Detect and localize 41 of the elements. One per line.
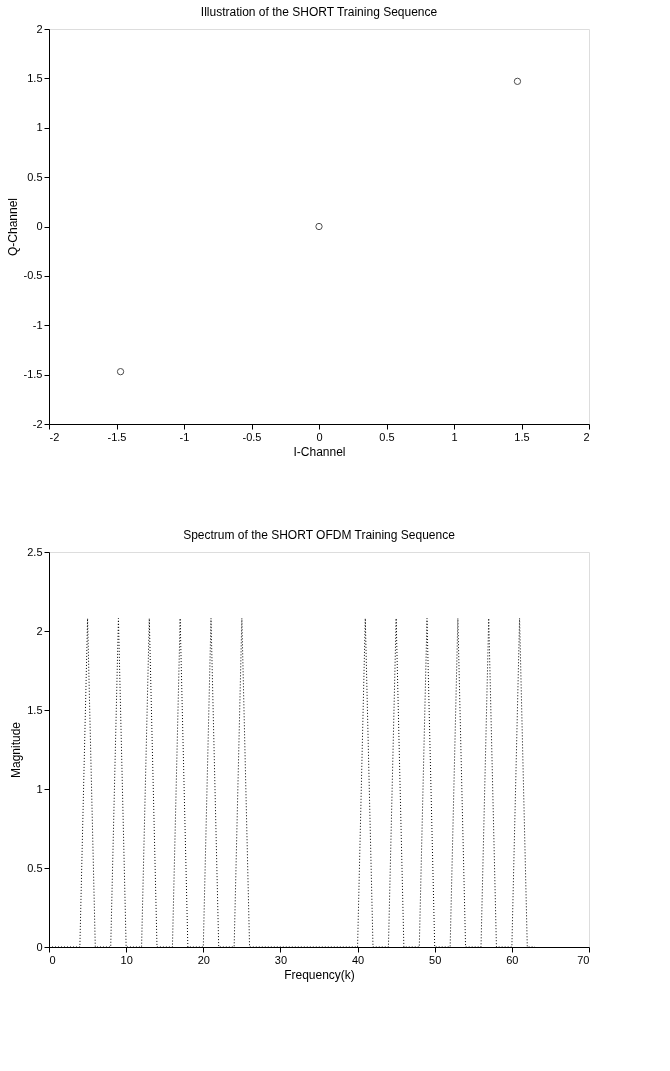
y-tick-label: 2	[36, 624, 43, 637]
x-tick-label: 60	[506, 953, 519, 966]
y-axis-title: Q-Channel	[5, 197, 20, 257]
x-tick-label: -1.5	[107, 430, 127, 443]
y-axis-title: Magnitude	[9, 721, 24, 779]
y-tick-label: -1.5	[23, 368, 43, 381]
y-tick-label: 1	[36, 121, 43, 134]
x-tick-label: 50	[429, 953, 442, 966]
x-tick-label: -1	[179, 430, 190, 443]
y-tick-label: -1	[32, 318, 43, 331]
point	[513, 77, 522, 85]
y-tick-label: 0	[36, 940, 43, 953]
x-tick-label: 0.5	[379, 430, 395, 443]
x-axis-title: Frequency(k)	[284, 967, 355, 982]
chart-title: Spectrum of the SHORT OFDM Training Sequence	[183, 528, 456, 542]
y-tick-label: 2	[36, 22, 43, 35]
chart-title: Illustration of the SHORT Training Sequence	[200, 5, 438, 19]
y-tick-label: 0.5	[27, 170, 43, 183]
x-tick-label: 1.5	[514, 430, 530, 443]
point	[315, 222, 323, 231]
x-tick-label: -0.5	[242, 430, 262, 443]
x-tick-label: 10	[120, 953, 133, 966]
y-tick-label: 1.5	[27, 71, 43, 84]
point	[116, 368, 125, 376]
y-tick-label: 1	[36, 782, 43, 795]
x-tick-label: 0	[49, 953, 56, 966]
x-tick-label: 40	[351, 953, 365, 966]
x-tick-label: 30	[274, 953, 288, 966]
y-tick-label: -2	[32, 417, 43, 430]
x-tick-label: 2	[583, 430, 590, 443]
x-tick-label: 1	[451, 430, 458, 443]
y-tick-label: 1.5	[27, 703, 43, 716]
x-tick-label: 20	[197, 953, 210, 966]
x-tick-label: -2	[49, 430, 60, 443]
y-tick-label: 2.5	[27, 545, 43, 558]
y-tick-label: 0.5	[27, 861, 43, 874]
y-tick-label: 0	[36, 220, 43, 232]
x-tick-label: 0	[316, 430, 323, 443]
y-tick-label: -0.5	[23, 269, 43, 282]
x-axis-title: I-Channel	[293, 444, 346, 459]
x-tick-label: 70	[577, 953, 590, 966]
